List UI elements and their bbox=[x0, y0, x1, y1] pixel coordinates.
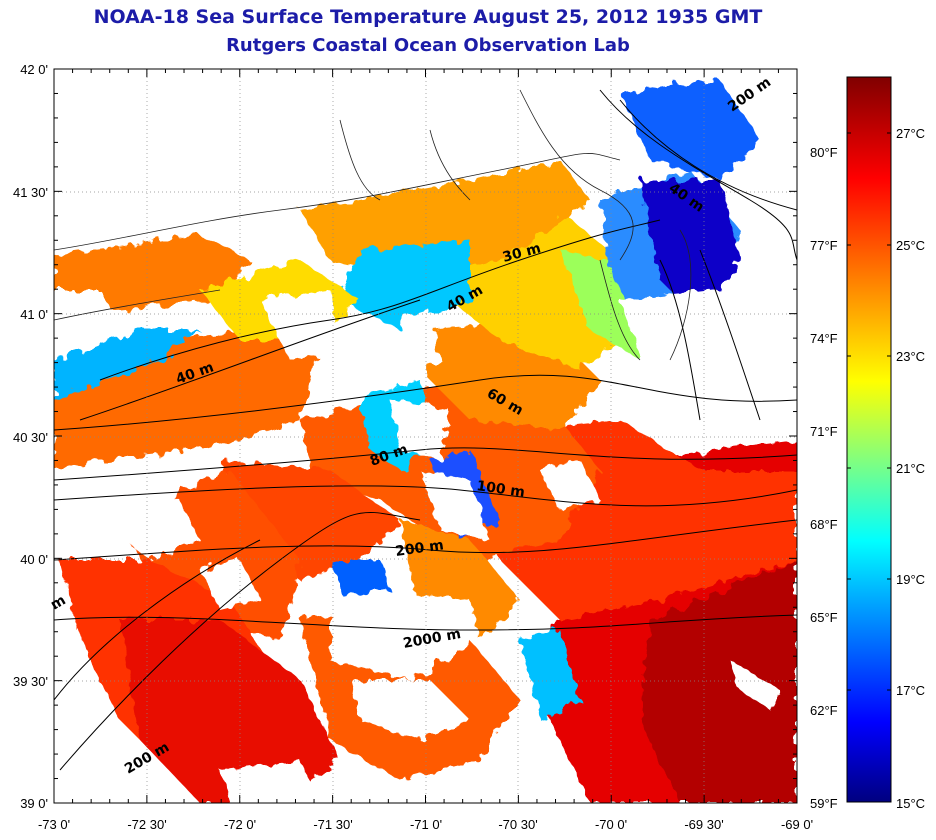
fahrenheit-label: 65°F bbox=[810, 610, 838, 625]
fahrenheit-labels: 80°F 77°F 74°F 71°F 68°F 65°F 62°F 59°F bbox=[810, 145, 838, 811]
colorbar bbox=[846, 76, 892, 803]
depth-label: 100 m bbox=[475, 478, 525, 501]
map-subtitle: Rutgers Coastal Ocean Observation Lab bbox=[226, 35, 630, 56]
longitude-label: -71 30' bbox=[313, 817, 352, 832]
latitude-label: 39 0' bbox=[20, 796, 48, 811]
latitude-label: 41 30' bbox=[13, 185, 48, 200]
celsius-label: 17°C bbox=[896, 683, 925, 698]
latitude-label: 42 0' bbox=[20, 62, 48, 77]
longitude-label: -72 0' bbox=[224, 817, 256, 832]
colorbar-ticks bbox=[847, 132, 891, 691]
celsius-label: 21°C bbox=[896, 461, 925, 476]
latitude-labels: 42 0' 41 30' 41 0' 40 30' 40 0' 39 30' 3… bbox=[13, 62, 48, 811]
map-title: NOAA-18 Sea Surface Temperature August 2… bbox=[93, 6, 763, 28]
fahrenheit-label: 62°F bbox=[810, 703, 838, 718]
sst-field bbox=[54, 69, 797, 803]
longitude-label: -73 0' bbox=[38, 817, 70, 832]
fahrenheit-label: 59°F bbox=[810, 796, 838, 811]
longitude-label: -69 30' bbox=[684, 817, 723, 832]
latitude-label: 40 0' bbox=[20, 552, 48, 567]
celsius-label: 19°C bbox=[896, 572, 925, 587]
latitude-label: 40 30' bbox=[13, 430, 48, 445]
longitude-label: -71 0' bbox=[410, 817, 442, 832]
depth-contours bbox=[54, 89, 797, 771]
longitude-labels: -73 0' -72 30' -72 0' -71 30' -71 0' -70… bbox=[38, 817, 813, 832]
fahrenheit-label: 77°F bbox=[810, 238, 838, 253]
longitude-label: -69 0' bbox=[781, 817, 813, 832]
longitude-label: -72 30' bbox=[127, 817, 166, 832]
celsius-label: 25°C bbox=[896, 238, 925, 253]
celsius-label: 23°C bbox=[896, 349, 925, 364]
latitude-label: 39 30' bbox=[13, 674, 48, 689]
celsius-label: 27°C bbox=[896, 126, 925, 141]
longitude-label: -70 0' bbox=[595, 817, 627, 832]
depth-label: m bbox=[48, 592, 69, 613]
celsius-labels: 27°C 25°C 23°C 21°C 19°C 17°C 15°C bbox=[896, 126, 925, 811]
coastline bbox=[54, 89, 692, 361]
fahrenheit-label: 68°F bbox=[810, 517, 838, 532]
celsius-label: 15°C bbox=[896, 796, 925, 811]
fahrenheit-label: 71°F bbox=[810, 424, 838, 439]
depth-label: 200 m bbox=[394, 537, 444, 560]
longitude-label: -70 30' bbox=[498, 817, 537, 832]
fahrenheit-label: 74°F bbox=[810, 331, 838, 346]
fahrenheit-label: 80°F bbox=[810, 145, 838, 160]
latitude-label: 41 0' bbox=[20, 307, 48, 322]
